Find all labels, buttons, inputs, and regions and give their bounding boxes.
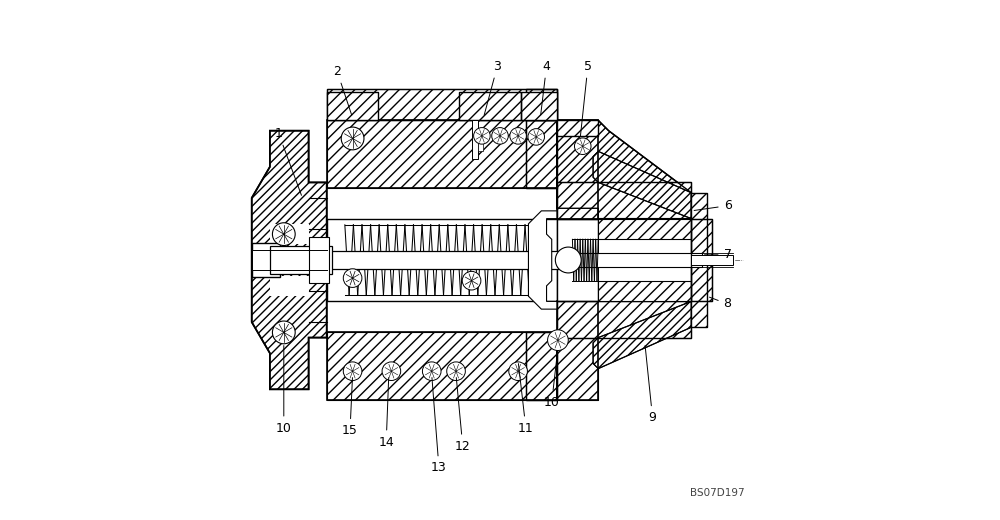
- Bar: [327, 89, 557, 120]
- Bar: [526, 89, 557, 120]
- Bar: [472, 120, 478, 159]
- Circle shape: [548, 330, 568, 350]
- Bar: [327, 89, 557, 120]
- Circle shape: [341, 127, 364, 150]
- Text: 10: 10: [276, 345, 292, 435]
- Bar: [327, 332, 557, 400]
- Bar: [270, 245, 332, 275]
- Text: 8: 8: [709, 297, 732, 310]
- Bar: [691, 193, 707, 327]
- Polygon shape: [593, 151, 691, 218]
- Text: 7: 7: [704, 249, 732, 262]
- Bar: [557, 120, 598, 218]
- Bar: [478, 128, 483, 151]
- Bar: [691, 193, 707, 327]
- Bar: [327, 92, 378, 120]
- Text: 5: 5: [580, 60, 592, 136]
- Bar: [327, 92, 378, 120]
- Circle shape: [474, 127, 490, 144]
- Polygon shape: [593, 302, 691, 369]
- Bar: [557, 120, 598, 136]
- Text: 13: 13: [431, 378, 447, 474]
- Text: 3: 3: [484, 60, 501, 115]
- Circle shape: [574, 138, 591, 154]
- Bar: [327, 251, 559, 269]
- Text: 15: 15: [342, 378, 358, 437]
- Circle shape: [422, 362, 441, 381]
- Bar: [528, 224, 541, 296]
- Bar: [526, 332, 557, 400]
- Bar: [270, 224, 309, 244]
- Circle shape: [343, 269, 362, 288]
- Bar: [327, 120, 557, 188]
- Circle shape: [509, 362, 527, 381]
- Bar: [327, 332, 557, 400]
- Circle shape: [462, 271, 481, 290]
- Polygon shape: [252, 131, 327, 389]
- Bar: [557, 120, 598, 218]
- Bar: [598, 239, 691, 281]
- Text: 14: 14: [378, 378, 394, 449]
- Bar: [459, 92, 521, 120]
- Bar: [309, 237, 329, 283]
- Bar: [557, 302, 598, 400]
- Bar: [327, 120, 557, 188]
- Text: 11: 11: [518, 363, 534, 435]
- Circle shape: [272, 321, 295, 344]
- Bar: [598, 281, 691, 302]
- Bar: [557, 120, 598, 136]
- Bar: [557, 183, 691, 218]
- Text: 1: 1: [275, 127, 301, 196]
- Bar: [557, 302, 598, 400]
- Circle shape: [447, 362, 465, 381]
- Bar: [521, 92, 557, 120]
- Text: BS07D197: BS07D197: [690, 488, 744, 498]
- Bar: [691, 255, 733, 265]
- Text: 9: 9: [645, 345, 657, 424]
- Polygon shape: [557, 120, 691, 218]
- Bar: [526, 120, 557, 188]
- Bar: [459, 92, 521, 120]
- Bar: [526, 120, 557, 188]
- Bar: [557, 253, 702, 267]
- Bar: [521, 92, 557, 120]
- Bar: [598, 218, 691, 239]
- Circle shape: [528, 128, 544, 145]
- Circle shape: [555, 247, 581, 273]
- Bar: [252, 243, 280, 277]
- Text: 10: 10: [544, 350, 560, 409]
- Text: 12: 12: [455, 378, 471, 453]
- Bar: [557, 302, 691, 337]
- Bar: [557, 302, 691, 337]
- Bar: [270, 276, 309, 296]
- Circle shape: [492, 127, 508, 144]
- Bar: [526, 89, 557, 120]
- Circle shape: [510, 127, 526, 144]
- Polygon shape: [528, 211, 557, 309]
- Circle shape: [382, 362, 401, 381]
- Bar: [327, 218, 557, 302]
- Text: 4: 4: [541, 60, 550, 115]
- Bar: [557, 183, 691, 218]
- Bar: [526, 332, 557, 400]
- Circle shape: [272, 223, 295, 245]
- Circle shape: [343, 362, 362, 381]
- Bar: [557, 218, 598, 302]
- Bar: [691, 218, 712, 302]
- Text: 2: 2: [333, 64, 352, 115]
- Bar: [252, 250, 275, 270]
- Bar: [598, 281, 691, 302]
- Text: 6: 6: [694, 199, 732, 212]
- Bar: [691, 218, 712, 302]
- Bar: [598, 218, 691, 239]
